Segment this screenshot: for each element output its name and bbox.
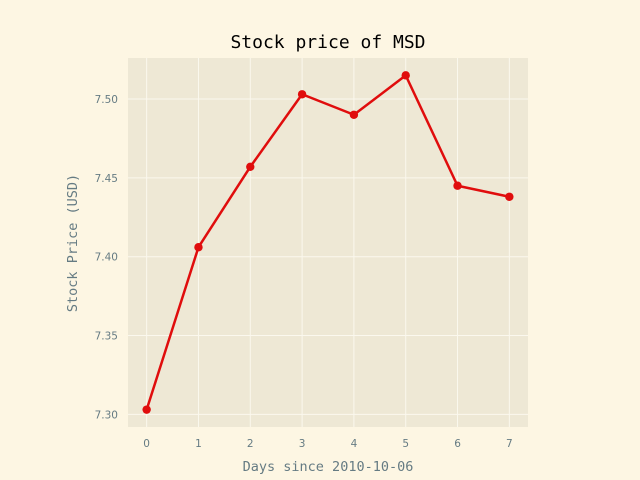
x-tick-label: 4 <box>351 438 358 450</box>
plot-area <box>128 58 528 427</box>
x-tick-label: 3 <box>299 438 306 450</box>
data-point <box>142 405 151 414</box>
chart-title: Stock price of MSD <box>230 32 425 53</box>
data-point <box>401 71 410 80</box>
data-point <box>194 243 203 252</box>
data-series <box>142 71 514 414</box>
data-point <box>453 181 462 190</box>
x-tick-label: 6 <box>454 438 461 450</box>
x-tick-label: 2 <box>247 438 254 450</box>
x-tick-label: 1 <box>195 438 202 450</box>
x-tick-label: 0 <box>143 438 150 450</box>
data-point <box>505 192 514 201</box>
y-tick-label: 7.30 <box>95 409 118 421</box>
y-tick-label: 7.35 <box>95 331 118 343</box>
y-tick-label: 7.45 <box>95 173 118 185</box>
y-tick-label: 7.50 <box>95 94 118 106</box>
y-axis-label: Stock Price (USD) <box>65 174 81 312</box>
x-axis-label: Days since 2010-10-06 <box>243 459 414 475</box>
series-line <box>145 74 510 411</box>
tick-labels: 0 1 2 3 4 5 6 7 7.30 7.35 7.40 7.45 7.50 <box>95 94 513 450</box>
y-tick-label: 7.40 <box>95 252 118 264</box>
x-tick-label: 5 <box>402 438 409 450</box>
data-point <box>297 90 307 99</box>
data-point <box>349 110 359 119</box>
x-tick-label: 7 <box>506 438 513 450</box>
data-point <box>246 162 255 172</box>
